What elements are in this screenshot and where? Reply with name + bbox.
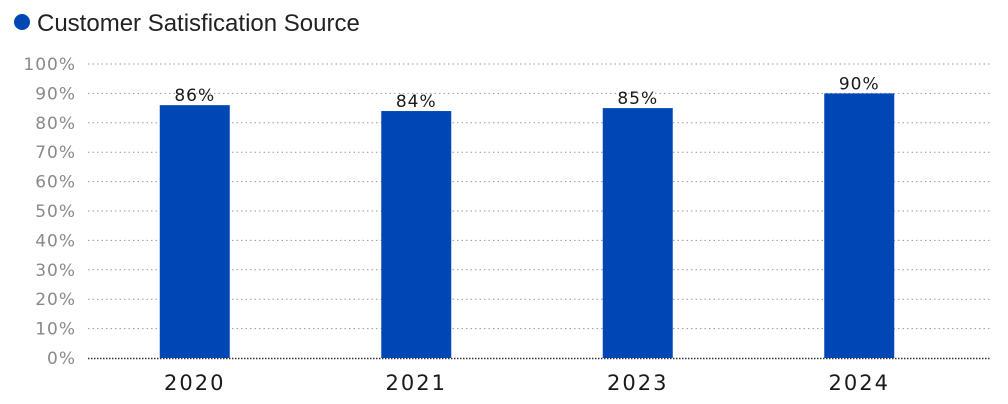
x-tick-label: 2021 xyxy=(386,371,447,395)
data-label: 85% xyxy=(617,89,658,109)
y-tick-label: 10% xyxy=(35,320,76,340)
bar xyxy=(602,108,673,358)
y-tick-label: 40% xyxy=(35,231,76,251)
data-labels: 86% 84% 85% 90% xyxy=(174,74,880,112)
bar xyxy=(824,93,895,359)
x-tick-label: 2020 xyxy=(164,371,225,395)
legend: Customer Satisfication Source xyxy=(14,10,360,37)
x-axis: 2020 2021 2023 2024 xyxy=(164,371,890,395)
y-tick-label: 70% xyxy=(35,143,76,163)
y-tick-label: 80% xyxy=(35,114,76,134)
data-label: 86% xyxy=(174,86,215,106)
y-tick-label: 20% xyxy=(35,290,76,310)
legend-marker-icon xyxy=(14,14,30,30)
y-axis: 0% 10% 20% 30% 40% 50% 60% 70% 80% 90% 100% xyxy=(23,55,76,369)
x-tick-label: 2024 xyxy=(829,371,890,395)
y-tick-label: 100% xyxy=(23,55,76,75)
y-tick-label: 60% xyxy=(35,173,76,193)
data-label: 90% xyxy=(839,74,880,94)
y-tick-label: 30% xyxy=(35,261,76,281)
bar xyxy=(159,105,230,358)
x-tick-label: 2023 xyxy=(607,371,668,395)
y-tick-label: 90% xyxy=(35,84,76,104)
bars xyxy=(159,93,895,359)
legend-label: Customer Satisfication Source xyxy=(37,10,360,37)
bar xyxy=(381,111,452,358)
data-label: 84% xyxy=(396,92,437,112)
y-tick-label: 50% xyxy=(35,202,76,222)
y-tick-label: 0% xyxy=(47,349,76,369)
